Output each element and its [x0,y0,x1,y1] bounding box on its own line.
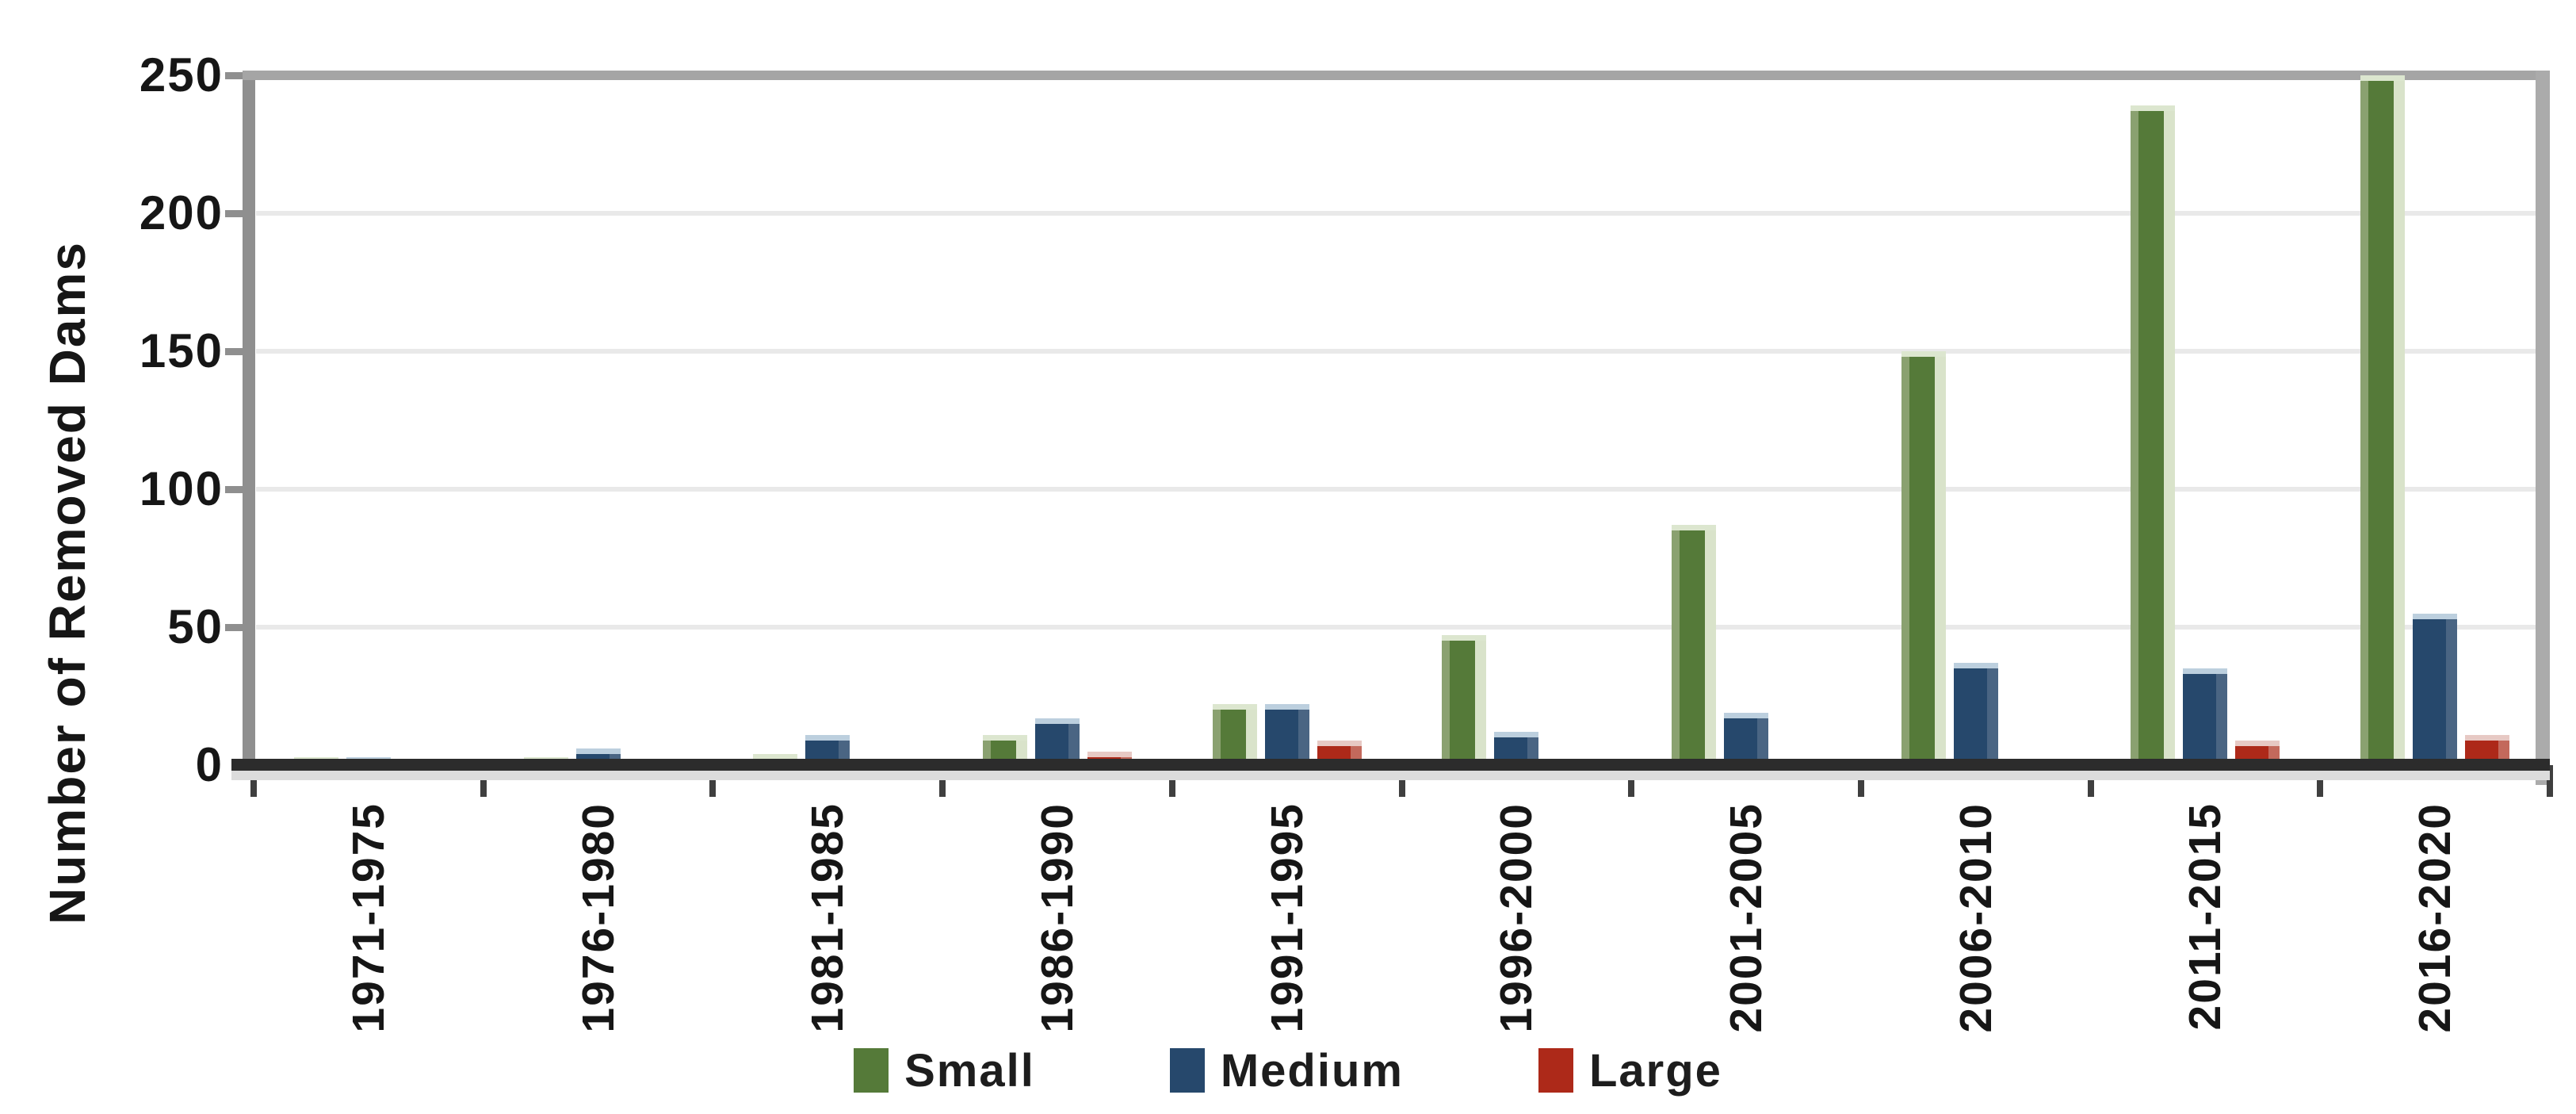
x-axis-label-text: 2001-2005 [1721,802,1772,1033]
legend-label-large: Large [1588,1044,1722,1097]
x-axis-label-text: 1971-1975 [342,802,394,1033]
bar-small-1991-1995 [1212,704,1257,765]
x-tick-4 [1168,765,1175,797]
legend-label-small: Small [904,1044,1035,1097]
gridline-150 [256,349,2550,354]
x-axis-label-1971-1975: 1971-1975 [258,802,480,1040]
x-tick-9 [2317,765,2324,797]
x-tick-6 [1628,765,1635,797]
bar-medium-2006-2010 [1953,663,1998,765]
x-axis-label-1976-1980: 1976-1980 [487,802,709,1040]
x-axis-label-2001-2005: 2001-2005 [1635,802,1857,1040]
bar-small-1996-2000 [1442,635,1487,765]
legend-item-small: Small [854,1044,1035,1097]
bar-medium-1991-1995 [1264,704,1309,765]
y-axis-label-200: 200 [139,186,224,239]
legend-label-medium: Medium [1220,1044,1404,1097]
bar-small-2006-2010 [1901,351,1946,765]
x-axis-label-text: 1996-2000 [1491,802,1542,1033]
plot-top-border [243,71,2550,80]
x-axis-label-1996-2000: 1996-2000 [1405,802,1627,1040]
plot-right-border [2536,71,2550,785]
legend-item-medium: Medium [1169,1044,1404,1097]
y-axis-label-250: 250 [139,48,224,101]
x-axis-label-text: 1991-1995 [1261,802,1313,1033]
x-axis-label-text: 1986-1990 [1031,802,1083,1033]
x-tick-8 [2087,765,2094,797]
y-tick-150 [225,348,254,355]
bar-medium-2001-2005 [1724,712,1769,765]
x-axis-shadow [231,771,2550,780]
x-tick-5 [1398,765,1405,797]
x-axis-line [231,759,2550,771]
x-tick-1 [480,765,487,797]
legend-swatch-small [854,1048,889,1093]
x-tick-7 [1857,765,1864,797]
x-axis-label-text: 2011-2015 [2180,802,2231,1031]
x-axis-label-2006-2010: 2006-2010 [1865,802,2087,1040]
y-axis-label-0: 0 [195,738,224,791]
x-axis-label-1981-1985: 1981-1985 [717,802,938,1040]
bar-small-2016-2020 [2360,75,2406,765]
gridline-50 [256,625,2550,630]
x-tick-10 [2547,765,2553,797]
x-tick-2 [709,765,717,797]
legend: Small Medium Large [0,1043,2576,1098]
y-tick-100 [225,486,254,493]
gridline-100 [256,487,2550,492]
x-axis-label-text: 1976-1980 [572,802,624,1033]
bar-small-2001-2005 [1672,525,1717,765]
x-axis-label-text: 1981-1985 [802,802,854,1033]
y-axis-label-100: 100 [139,462,224,515]
y-tick-200 [225,210,254,217]
x-axis-label-text: 2006-2010 [1950,802,2001,1033]
y-axis-label-50: 50 [167,600,224,653]
gridline-200 [256,211,2550,216]
y-axis-label-150: 150 [139,324,224,377]
legend-swatch-large [1538,1048,1573,1093]
x-axis-label-1991-1995: 1991-1995 [1176,802,1398,1040]
bar-medium-1986-1990 [1034,718,1080,765]
x-axis-label-1986-1990: 1986-1990 [946,802,1168,1040]
x-tick-3 [939,765,946,797]
bar-small-2011-2015 [2131,105,2176,765]
x-axis-label-2016-2020: 2016-2020 [2324,802,2546,1040]
legend-item-large: Large [1538,1044,1722,1097]
x-axis-label-2011-2015: 2011-2015 [2094,802,2316,1040]
x-tick-0 [250,765,257,797]
y-tick-50 [225,624,254,631]
y-axis-line [243,75,255,765]
x-axis-label-text: 2016-2020 [2410,802,2461,1033]
legend-swatch-medium [1169,1048,1205,1093]
bar-medium-2011-2015 [2183,668,2228,765]
y-tick-250 [225,72,254,79]
y-axis-title: Number of Removed Dams [16,143,119,1023]
bar-medium-2016-2020 [2413,613,2458,765]
